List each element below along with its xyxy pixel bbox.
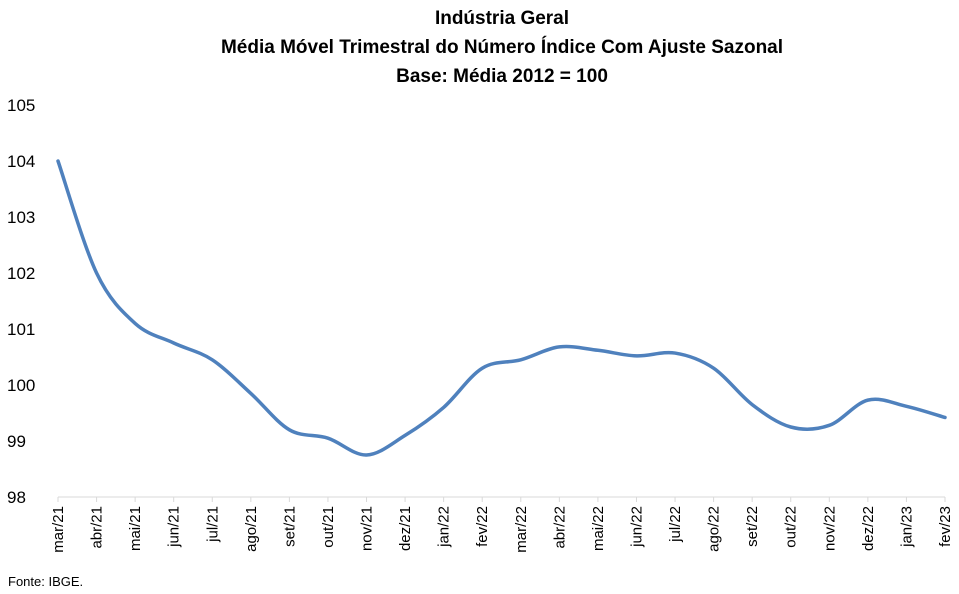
x-tick-label: jul/21 (204, 506, 221, 543)
y-tick-label: 100 (7, 376, 35, 395)
data-point-fev/22 (480, 366, 484, 370)
data-point-set/21 (287, 428, 291, 432)
chart-title-line-3: Base: Média 2012 = 100 (396, 66, 608, 87)
data-point-ago/22 (712, 366, 716, 370)
y-tick-label: 102 (7, 264, 35, 283)
x-tick-label: fev/22 (474, 506, 491, 547)
data-point-dez/22 (866, 398, 870, 402)
x-tick-label: ago/22 (706, 506, 723, 552)
x-tick-label: jan/22 (436, 506, 453, 548)
y-tick-label: 105 (7, 96, 35, 115)
series-points (56, 159, 947, 457)
x-axis-ticks: mar/21 abr/21 mai/21 jun/21 jul/21 ago/21 set/… (50, 497, 954, 553)
x-tick-label: set/21 (281, 506, 298, 547)
data-point-jul/21 (210, 358, 214, 362)
x-tick-label: nov/22 (821, 506, 838, 551)
x-tick-label: mai/22 (590, 506, 607, 551)
source-note: Fonte: IBGE. (8, 574, 84, 589)
series-line (56, 159, 947, 457)
x-tick-label: fev/23 (937, 506, 954, 547)
x-tick-label: jan/23 (898, 506, 915, 548)
x-tick-label: dez/21 (397, 506, 414, 551)
x-tick-label: nov/21 (359, 506, 376, 551)
data-point-abr/22 (557, 345, 561, 349)
x-tick-label: abr/22 (551, 506, 568, 549)
x-tick-label: ago/21 (243, 506, 260, 552)
data-point-jul/22 (673, 351, 677, 355)
x-tick-label: out/21 (320, 506, 337, 548)
data-point-jun/21 (172, 341, 176, 345)
chart-title: Indústria Geral Média Móvel Trimestral do… (221, 8, 783, 87)
x-tick-label: jul/22 (667, 506, 684, 543)
y-tick-label: 98 (7, 488, 26, 507)
data-point-mai/21 (133, 321, 137, 325)
data-point-out/22 (789, 425, 793, 429)
x-tick-label: dez/22 (860, 506, 877, 551)
y-tick-label: 99 (7, 432, 26, 451)
y-tick-label: 104 (7, 152, 35, 171)
data-point-ago/21 (249, 391, 253, 395)
data-point-nov/21 (365, 453, 369, 457)
data-point-fev/23 (943, 415, 947, 419)
data-point-jun/22 (634, 354, 638, 358)
data-point-jan/23 (904, 404, 908, 408)
y-tick-label: 103 (7, 208, 35, 227)
data-point-mar/21 (56, 159, 60, 163)
data-point-dez/21 (403, 433, 407, 437)
data-point-abr/21 (95, 271, 99, 275)
chart-title-line-1: Indústria Geral (435, 8, 569, 29)
x-tick-label: mar/22 (513, 506, 530, 553)
data-point-nov/22 (827, 423, 831, 427)
x-tick-label: mar/21 (50, 506, 67, 553)
x-tick-label: jun/22 (628, 506, 645, 548)
data-point-mar/22 (519, 358, 523, 362)
x-tick-label: abr/21 (89, 506, 106, 549)
data-point-out/21 (326, 436, 330, 440)
x-tick-label: mai/21 (127, 506, 144, 551)
y-tick-label: 101 (7, 320, 35, 339)
data-point-mai/22 (596, 348, 600, 352)
x-tick-label: set/22 (744, 506, 761, 547)
data-point-set/22 (750, 403, 754, 407)
chart-title-line-2: Média Móvel Trimestral do Número Índice … (221, 36, 783, 58)
y-axis-ticks: 98 99 100 101 102 103 104 105 (7, 96, 35, 507)
x-tick-label: jun/21 (166, 506, 183, 548)
data-point-jan/22 (442, 405, 446, 409)
x-tick-label: out/22 (783, 506, 800, 548)
